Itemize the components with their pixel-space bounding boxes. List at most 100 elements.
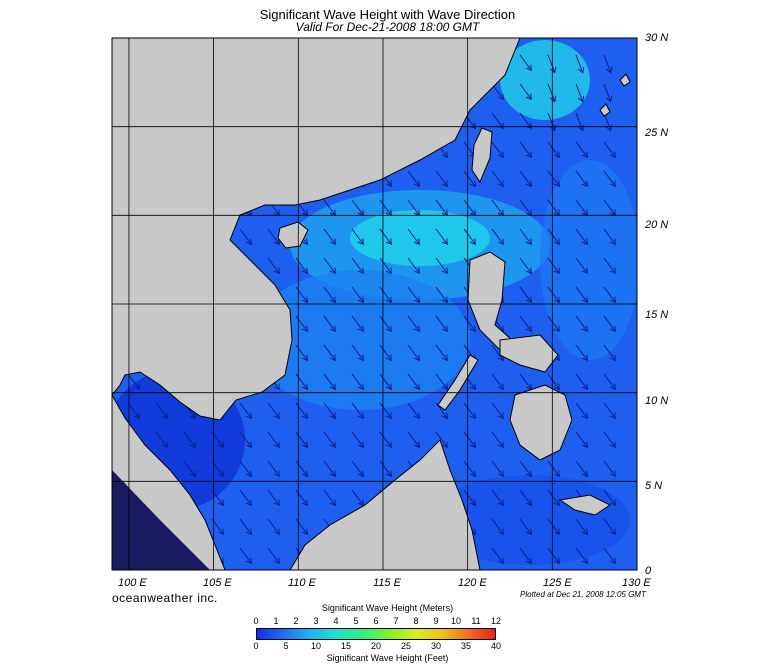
wave-arrow-head: [553, 151, 560, 159]
legend-meter-tick: 4: [333, 616, 339, 626]
wave-arrow: [239, 228, 252, 245]
wave-arrow: [547, 518, 560, 535]
wave-arrow-head: [525, 296, 532, 304]
wave-arrow: [407, 315, 420, 332]
wave-arrow: [351, 228, 364, 245]
legend-meter-tick: 9: [433, 616, 439, 626]
wave-arrow: [267, 228, 280, 245]
wave-arrow: [491, 228, 504, 245]
legend-meter-tick: 6: [373, 616, 379, 626]
wave-arrow-head: [385, 441, 392, 449]
wave-arrow-head: [553, 528, 560, 536]
wave-arrow-head: [301, 296, 308, 304]
lon-label-105e: 105 E: [203, 577, 232, 589]
wave-arrow-head: [273, 383, 280, 391]
wave-arrow: [519, 257, 532, 274]
wave-arrow-head: [469, 325, 476, 333]
wave-arrow-head: [497, 499, 504, 507]
wave-arrow: [435, 286, 448, 303]
medium-wave-zone: [250, 270, 470, 410]
wave-arrow-head: [413, 325, 420, 333]
wave-arrow-head: [469, 238, 476, 246]
wave-arrow-head: [273, 557, 280, 565]
wave-arrow: [379, 315, 392, 332]
wave-arrow-head: [441, 151, 448, 159]
wave-arrow-head: [217, 470, 224, 478]
wave-arrow: [547, 141, 560, 158]
brand-logo-text: oceanweather inc.: [112, 591, 218, 605]
wave-arrow-head: [525, 499, 532, 507]
wave-arrow: [407, 199, 420, 216]
wave-arrow-head: [581, 354, 588, 362]
wave-arrow-head: [413, 180, 420, 188]
wave-arrow: [323, 460, 336, 477]
wave-arrow: [575, 547, 588, 564]
wave-arrow-head: [217, 499, 224, 507]
wave-arrow: [491, 170, 504, 187]
wave-arrow-head: [497, 151, 504, 159]
wave-arrow-head: [497, 93, 504, 101]
wave-arrow: [435, 315, 448, 332]
wave-arrow-head: [217, 441, 224, 449]
map-title: Significant Wave Height with Wave Direct…: [259, 7, 516, 22]
wave-arrow-head: [357, 499, 364, 507]
wave-arrow: [239, 460, 252, 477]
wave-arrow-head: [133, 383, 140, 391]
wave-arrow: [351, 489, 364, 506]
wave-arrow: [491, 112, 504, 129]
wave-arrow: [575, 460, 588, 477]
wave-arrow-head: [581, 528, 588, 536]
wave-arrow: [267, 402, 280, 419]
wave-arrow-head: [441, 238, 448, 246]
wave-arrow: [519, 286, 532, 303]
wave-arrow: [575, 112, 584, 131]
wave-arrow: [267, 257, 280, 274]
wave-arrow-head: [245, 528, 252, 536]
wave-arrow: [463, 228, 476, 245]
wave-arrow: [603, 112, 612, 131]
wave-arrow: [183, 431, 196, 448]
wave-arrow: [323, 373, 336, 390]
wave-arrow-head: [385, 354, 392, 362]
wave-arrow: [155, 402, 168, 419]
wave-arrow-head: [301, 238, 308, 246]
wave-arrow-head: [385, 296, 392, 304]
wave-arrow: [155, 431, 168, 448]
wave-arrow: [603, 518, 616, 535]
wave-arrow-head: [273, 238, 280, 246]
wave-arrow: [603, 228, 616, 245]
wave-arrow: [519, 373, 532, 390]
wave-arrow-head: [469, 470, 476, 478]
wave-arrow-head: [385, 238, 392, 246]
wave-arrow: [183, 460, 196, 477]
wave-arrow-head: [441, 412, 448, 420]
wave-arrow: [603, 83, 612, 102]
wave-arrow: [351, 431, 364, 448]
wave-arrow-head: [441, 325, 448, 333]
wave-arrow-head: [581, 383, 588, 391]
wave-arrow-head: [549, 95, 557, 103]
wave-arrow-head: [385, 180, 392, 188]
wave-arrow-head: [497, 412, 504, 420]
wave-arrow-head: [581, 557, 588, 565]
wave-arrow-head: [577, 95, 585, 103]
wave-arrow: [603, 431, 616, 448]
wave-arrow-head: [609, 296, 616, 304]
wave-arrow-head: [441, 296, 448, 304]
wave-arrow: [491, 489, 504, 506]
wave-arrow: [435, 402, 448, 419]
wave-arrow-head: [609, 325, 616, 333]
wave-arrow: [379, 373, 392, 390]
land-sulawesi-north: [558, 494, 611, 516]
wave-arrow: [463, 431, 476, 448]
wave-arrow-head: [497, 441, 504, 449]
wave-arrow: [267, 547, 280, 564]
wave-arrow: [575, 83, 584, 102]
wave-arrow: [407, 228, 420, 245]
wave-arrow: [323, 344, 336, 361]
wave-arrow: [603, 54, 612, 73]
wave-arrow-head: [329, 470, 336, 478]
legend-meter-tick: 11: [471, 616, 481, 626]
wave-arrow-head: [357, 354, 364, 362]
wave-arrow: [603, 460, 616, 477]
